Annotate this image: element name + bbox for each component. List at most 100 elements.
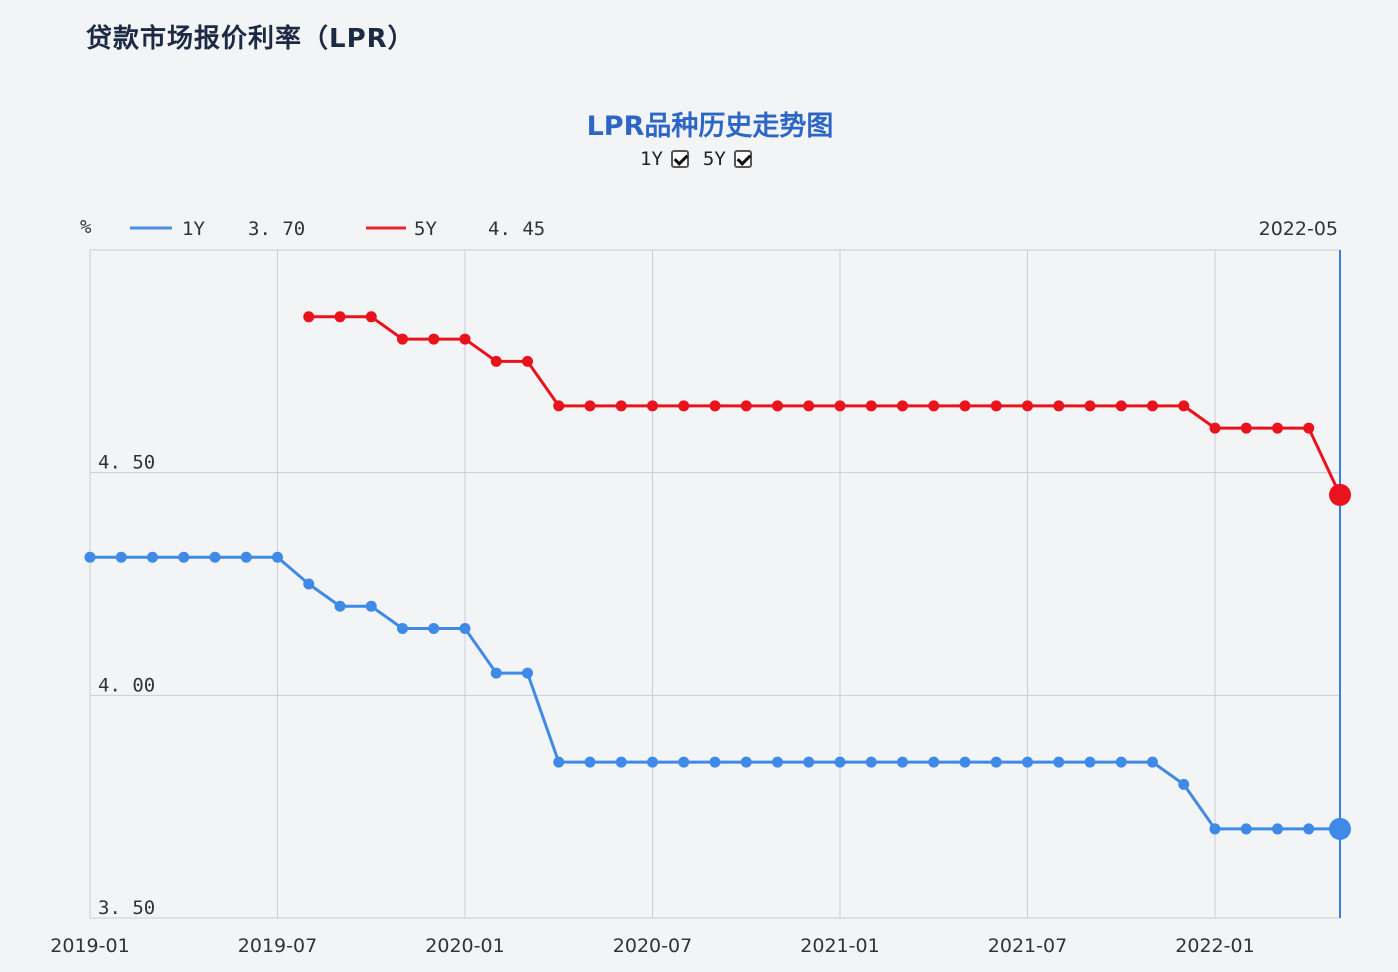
- data-point-5y: [334, 311, 346, 323]
- y-tick-label: 3. 50: [98, 897, 155, 919]
- data-point-5y: [490, 355, 502, 367]
- data-point-5y: [865, 400, 877, 412]
- data-point-1y: [240, 551, 252, 563]
- data-point-1y: [928, 756, 940, 768]
- data-point-1y: [303, 578, 315, 590]
- data-point-5y: [1084, 400, 1096, 412]
- data-point-1y: [865, 756, 877, 768]
- data-point-1y: [334, 600, 346, 612]
- data-point-1y: [1329, 817, 1351, 840]
- data-point-1y: [959, 756, 971, 768]
- checkbox-1y[interactable]: [670, 150, 689, 168]
- legend: % 1Y 3. 70 5Y 4. 45 2022-05: [80, 216, 1338, 240]
- data-point-5y: [553, 400, 565, 412]
- checkbox-5y[interactable]: [733, 150, 752, 168]
- data-point-1y: [678, 756, 690, 768]
- cursor-date-label: 2022-05: [1259, 218, 1338, 240]
- data-point-5y: [1240, 422, 1252, 434]
- data-point-5y: [1329, 483, 1351, 506]
- data-point-1y: [209, 551, 221, 563]
- x-tick-label: 2020-01: [425, 935, 504, 957]
- toggle-1y-label: 1Y: [640, 148, 663, 170]
- data-point-5y: [397, 333, 408, 345]
- data-point-5y: [959, 400, 971, 412]
- data-point-5y: [1147, 400, 1158, 412]
- data-point-5y: [1272, 422, 1283, 434]
- y-tick-label: 4. 50: [98, 452, 155, 474]
- data-point-1y: [1272, 823, 1283, 835]
- data-point-5y: [615, 400, 627, 412]
- data-point-1y: [1240, 823, 1252, 835]
- data-point-1y: [147, 551, 158, 563]
- data-point-1y: [428, 623, 440, 635]
- x-tick-label: 2019-01: [50, 935, 129, 957]
- data-point-5y: [678, 400, 690, 412]
- data-point-5y: [897, 400, 908, 412]
- data-point-1y: [1209, 823, 1221, 835]
- data-point-5y: [1115, 400, 1127, 412]
- data-point-1y: [772, 756, 783, 768]
- data-point-5y: [709, 400, 721, 412]
- data-point-1y: [490, 667, 502, 679]
- legend-name-1y: 1Y: [182, 218, 205, 240]
- data-point-1y: [365, 600, 377, 612]
- data-point-1y: [647, 756, 658, 768]
- data-point-5y: [522, 355, 533, 367]
- x-tick-label: 2019-07: [238, 935, 317, 957]
- chart-title: LPR品种历史走势图: [586, 111, 834, 142]
- data-point-1y: [1084, 756, 1096, 768]
- series-toggles: 1Y 5Y: [640, 146, 758, 172]
- series-5y: [303, 311, 1351, 506]
- x-tick-label: 2022-01: [1175, 935, 1254, 957]
- data-point-1y: [1115, 756, 1127, 768]
- data-point-1y: [397, 623, 408, 635]
- data-point-5y: [1053, 400, 1065, 412]
- data-point-5y: [803, 400, 815, 412]
- data-point-1y: [803, 756, 815, 768]
- x-tick-label: 2020-07: [613, 935, 692, 957]
- legend-name-5y: 5Y: [414, 218, 437, 240]
- data-point-5y: [928, 400, 940, 412]
- data-point-1y: [834, 756, 846, 768]
- data-point-5y: [1209, 422, 1221, 434]
- legend-value-1y: 3. 70: [248, 218, 305, 240]
- data-point-5y: [740, 400, 752, 412]
- y-tick-label: 4. 00: [98, 674, 155, 696]
- data-point-1y: [1178, 778, 1190, 790]
- data-point-1y: [1147, 756, 1158, 768]
- data-point-5y: [834, 400, 846, 412]
- toggle-5y[interactable]: 5Y: [703, 148, 752, 170]
- data-point-5y: [1022, 400, 1033, 412]
- data-point-5y: [584, 400, 596, 412]
- data-point-5y: [772, 400, 783, 412]
- data-point-1y: [990, 756, 1002, 768]
- series-1y: [84, 551, 1351, 840]
- x-tick-label: 2021-07: [988, 935, 1067, 957]
- data-point-1y: [1303, 823, 1315, 835]
- y-unit-label: %: [80, 216, 92, 238]
- toggle-1y[interactable]: 1Y: [640, 148, 689, 170]
- series: [84, 311, 1351, 840]
- data-point-1y: [709, 756, 721, 768]
- data-point-1y: [1053, 756, 1065, 768]
- data-point-1y: [522, 667, 533, 679]
- data-point-1y: [272, 551, 283, 563]
- axes: 2019-01 2019-07 2020-01 2020-07 2021-01 2021-…: [50, 452, 1254, 957]
- data-point-1y: [178, 551, 190, 563]
- data-point-5y: [990, 400, 1002, 412]
- data-point-5y: [365, 311, 377, 323]
- data-point-1y: [584, 756, 596, 768]
- data-point-1y: [615, 756, 627, 768]
- data-point-1y: [115, 551, 127, 563]
- data-point-5y: [459, 333, 471, 345]
- series-line-5y: [308, 315, 1342, 496]
- data-point-5y: [1178, 400, 1190, 412]
- data-point-1y: [553, 756, 565, 768]
- data-point-1y: [459, 623, 471, 635]
- data-point-5y: [303, 311, 315, 323]
- legend-value-5y: 4. 45: [488, 218, 545, 240]
- page-title: 贷款市场报价利率（LPR）: [86, 24, 415, 54]
- toggle-5y-label: 5Y: [702, 148, 726, 170]
- data-point-5y: [647, 400, 658, 412]
